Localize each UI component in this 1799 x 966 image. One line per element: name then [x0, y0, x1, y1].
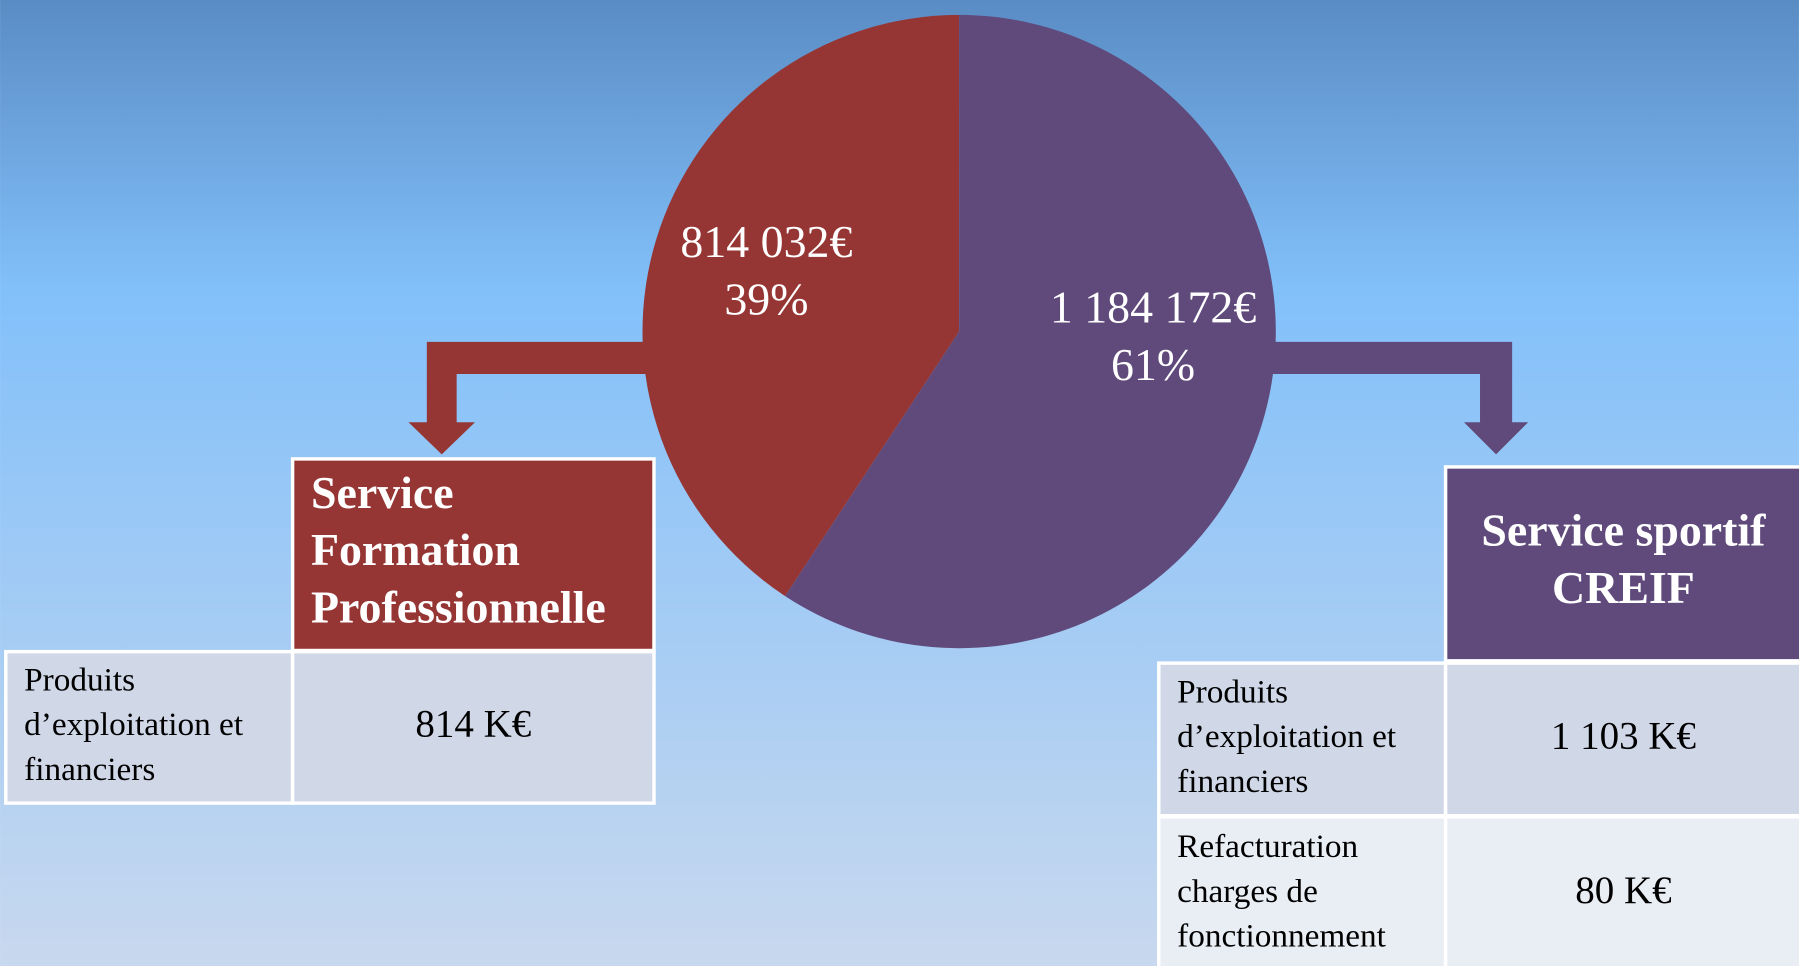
- table-value-text: 1 103 K€: [1551, 714, 1696, 757]
- table-label-text: financiers: [24, 751, 155, 788]
- pie-slice: [785, 14, 1276, 649]
- arrow-left: [408, 341, 650, 455]
- table-header-text: CREIF: [1552, 562, 1695, 613]
- table-value-cell: [1443, 815, 1799, 966]
- table-value-cell: [290, 649, 656, 805]
- slice-percent-label: 39%: [724, 274, 808, 325]
- slice-percent-label: 61%: [1111, 339, 1195, 390]
- table-value-text: 814 K€: [415, 702, 531, 745]
- slice-amount-label: 814 032€: [680, 216, 852, 267]
- table-label-text: d’exploitation et: [24, 706, 244, 743]
- table-label-text: charges de: [1177, 873, 1318, 910]
- slice-amount-label: 1 184 172€: [1050, 282, 1257, 333]
- table-header-text: Formation: [311, 524, 520, 575]
- table-label-cell: [1157, 661, 1448, 818]
- table-label-text: Refacturation: [1177, 828, 1358, 865]
- table-header-text: Service: [311, 467, 454, 518]
- table-header-text: Professionnelle: [311, 582, 606, 633]
- pie-slice: [642, 14, 960, 597]
- table-label-text: fonctionnement: [1177, 918, 1387, 955]
- arrow-right: [1267, 341, 1529, 455]
- table-label-text: d’exploitation et: [1177, 718, 1397, 755]
- pie: 814 032€ 39% 1 184 172€ 61%: [642, 14, 1276, 649]
- table-value-cell: [1443, 661, 1799, 818]
- table-header: [290, 457, 656, 653]
- table-value-text: 80 K€: [1575, 869, 1671, 912]
- table-header-text: Service sportif: [1481, 505, 1766, 556]
- table-label-text: financiers: [1177, 763, 1308, 800]
- table-label-cell: [1157, 815, 1448, 966]
- tables: Service Formation Professionnelle Produits d…: [4, 457, 1799, 966]
- table-header: [1443, 465, 1799, 663]
- table-label-text: Produits: [1177, 673, 1288, 710]
- table-label-text: Produits: [24, 661, 135, 698]
